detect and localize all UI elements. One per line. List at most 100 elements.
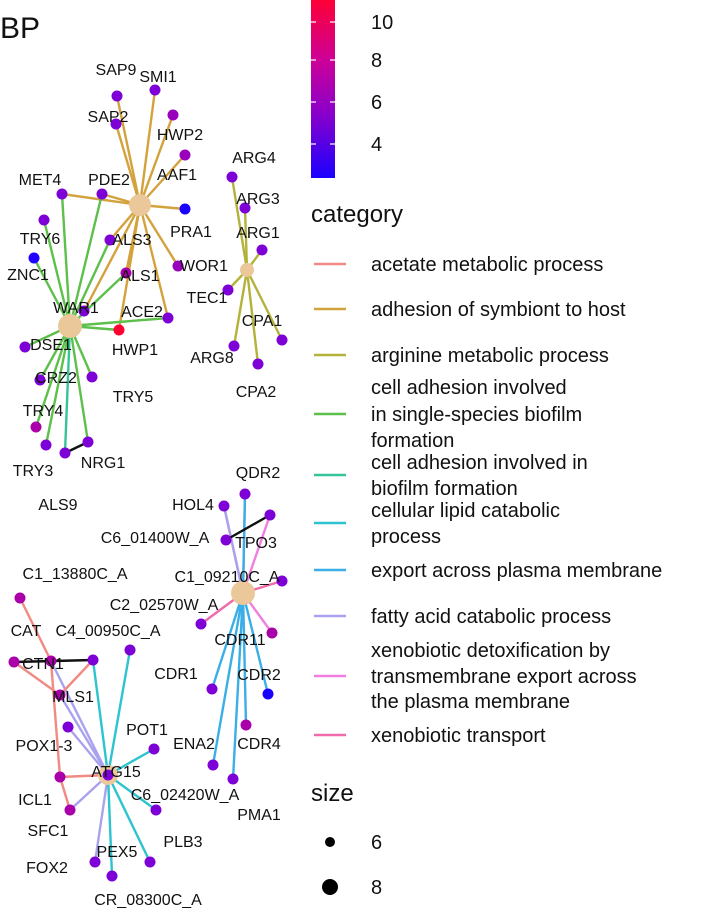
edge-c6-01400w-a-tpo3 xyxy=(225,513,271,542)
category-legend-label: the plasma membrane xyxy=(371,691,570,713)
gene-label-ctn1: CTN1 xyxy=(22,656,64,673)
edge-h-xeno-cdr4 xyxy=(241,592,248,726)
gene-label-cdr4: CDR4 xyxy=(237,736,281,753)
edge-h-lipid-c4-00950c-a xyxy=(91,659,110,776)
gene-node-try6 xyxy=(38,214,50,226)
edge-h-cell-met4 xyxy=(60,193,72,327)
gene-label-try4: TRY4 xyxy=(23,403,64,420)
gene-label-c6-01400w-a: C6_01400W_A xyxy=(101,530,210,547)
color-scale-tick-label: 4 xyxy=(371,134,382,156)
edge-mls1-c4-00950c-a xyxy=(59,659,94,696)
gene-labels: SAP9 SMI1 SAP2 HWP2 AAF1 PDE2 MET4 PRA1 ALS3 TRY6… xyxy=(7,62,282,909)
category-legend-label: in single-species biofilm xyxy=(371,404,582,426)
gene-node-hol4 xyxy=(218,500,230,512)
edge-h-adh-sap9 xyxy=(115,95,142,206)
gene-label-crz2: CRZ2 xyxy=(35,370,77,387)
category-legend-label: fatty acid catabolic process xyxy=(371,606,611,628)
gene-node-hwp2 xyxy=(167,109,179,121)
gene-node-try4 xyxy=(30,421,42,433)
edge-h-cell-pde2 xyxy=(68,193,104,327)
gene-node-sfc1 xyxy=(64,804,76,816)
edge-h-adh-war1 xyxy=(82,204,142,312)
gene-label-cdr11: CDR11 xyxy=(214,632,265,649)
network-edges xyxy=(13,89,284,877)
gene-label-sap9: SAP9 xyxy=(96,62,137,79)
category-legend-label: acetate metabolic process xyxy=(371,254,603,276)
gene-node-icl1 xyxy=(54,771,66,783)
edge-h-arg-cpa1 xyxy=(245,269,284,341)
gene-label-try3: TRY3 xyxy=(13,463,54,480)
category-legend-label: cellular lipid catabolic xyxy=(371,500,560,522)
edge-h-xeno-hol4 xyxy=(222,505,245,594)
edge-h-arg-arg3 xyxy=(243,207,249,271)
gene-node-tpo3 xyxy=(264,509,276,521)
gene-node-c2-02570w-a xyxy=(195,618,207,630)
gene-label-aaf1: AAF1 xyxy=(157,167,197,184)
category-legend-title: category xyxy=(311,201,403,228)
color-scale-ticks: 10 8 6 4 xyxy=(311,12,393,156)
gene-node-pot1 xyxy=(124,644,136,656)
category-hub-nodes xyxy=(58,194,255,785)
edge-h-adh-hwp2 xyxy=(138,114,175,206)
gene-node-smi1 xyxy=(149,84,161,96)
gene-label-sap2: SAP2 xyxy=(88,109,129,126)
gene-label-cpa2: CPA2 xyxy=(236,384,277,401)
color-scale-tick-label: 8 xyxy=(371,50,382,72)
size-legend-title: size xyxy=(311,780,354,807)
size-legend-dot xyxy=(325,837,335,847)
gene-label-ena2: ENA2 xyxy=(173,736,215,753)
edge-h-xeno-ena2 xyxy=(211,592,245,766)
gene-node-aaf1 xyxy=(179,149,191,161)
size-legend-label: 8 xyxy=(371,877,382,899)
gene-label-pot1: POT1 xyxy=(126,722,168,739)
gene-node-tec1 xyxy=(222,284,234,296)
category-legend-label: xenobiotic detoxification by xyxy=(371,640,610,662)
size-legend-items: 68 xyxy=(322,832,382,899)
gene-label-als3: ALS3 xyxy=(112,232,151,249)
gene-label-hwp2: HWP2 xyxy=(157,127,203,144)
gene-node-cdr1 xyxy=(206,683,218,695)
edge-h-lipid-pex5 xyxy=(106,774,152,863)
gene-label-als9: ALS9 xyxy=(38,497,77,514)
gene-node-mls1 xyxy=(54,689,66,701)
gene-label-c1-09210c-a: C1_09210C_A xyxy=(175,569,280,586)
gene-node-sap9 xyxy=(111,90,123,102)
edge-h-cell-try4 xyxy=(34,325,72,428)
gene-label-als1: ALS1 xyxy=(120,268,159,285)
gene-node-try5 xyxy=(86,371,98,383)
edge-h-adh-wor1 xyxy=(138,204,180,267)
edge-h-cell-als3 xyxy=(68,239,112,327)
gene-label-arg8: ARG8 xyxy=(190,350,234,367)
gene-label-war1: WAR1 xyxy=(53,300,99,317)
edge-h-cell-nrg1 xyxy=(68,325,90,443)
gene-node-cr-08300c-a xyxy=(106,870,118,882)
gene-node-ena2 xyxy=(207,759,219,771)
edge-h-arg-arg8 xyxy=(232,269,249,347)
gene-node-ace2 xyxy=(162,312,174,324)
edge-h-arg-arg4 xyxy=(230,176,249,271)
edge-ctn1-icl1 xyxy=(49,660,62,778)
gene-node-c6-02420w-a xyxy=(148,743,160,755)
gene-node-crz2 xyxy=(34,374,46,386)
category-hub-node xyxy=(129,194,151,216)
gene-label-arg3: ARG3 xyxy=(236,191,280,208)
gene-label-cr-08300c-a: CR_08300C_A xyxy=(94,892,202,909)
gene-label-try5: TRY5 xyxy=(113,389,154,406)
edge-h-cell-ace2 xyxy=(69,316,169,328)
gene-label-cdr1: CDR1 xyxy=(154,666,198,683)
size-legend-label: 6 xyxy=(371,832,382,854)
panel-label: BP xyxy=(0,12,40,45)
gene-node-qdr2 xyxy=(239,488,251,500)
edge-h-xeno-pma1 xyxy=(231,592,245,780)
gene-node-met4 xyxy=(56,188,68,200)
category-hub-node xyxy=(58,314,82,338)
gene-label-pra1: PRA1 xyxy=(170,224,212,241)
edge-h-cell-znc1 xyxy=(32,257,72,327)
gene-label-icl1: ICL1 xyxy=(18,792,52,809)
edge-icl1-sfc1 xyxy=(58,776,72,811)
gene-nodes xyxy=(8,84,288,882)
edge-h-adh-ace2 xyxy=(138,204,170,319)
gene-node-c4-00950c-a xyxy=(87,654,99,666)
gene-node-pma1 xyxy=(227,773,239,785)
gene-label-qdr2: QDR2 xyxy=(236,465,281,482)
